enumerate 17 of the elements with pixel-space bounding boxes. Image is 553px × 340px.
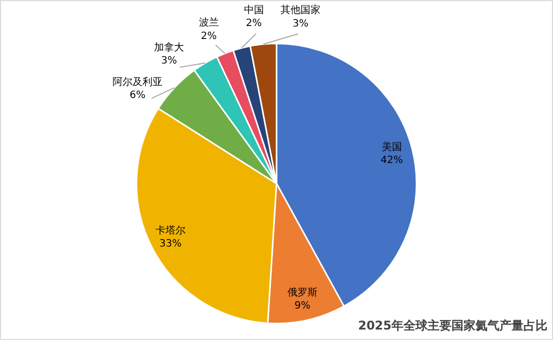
data-label: 2%	[200, 30, 217, 42]
slice-label: 中国	[244, 4, 264, 16]
slice-label: 卡塔尔	[155, 224, 186, 236]
data-label: 2%	[246, 18, 262, 30]
data-label: 3%	[292, 18, 309, 30]
data-label: 3%	[161, 55, 177, 66]
slice-label: 波兰	[198, 16, 219, 29]
slice-label: 美国	[382, 140, 402, 153]
text: 2025年全球主要国家氦气产量占比	[358, 318, 548, 332]
data-label: 9%	[294, 300, 310, 312]
data-label: 6%	[130, 90, 146, 102]
data-label: 33%	[159, 238, 182, 250]
slice-label: 阿尔及利亚	[112, 76, 163, 88]
slice-label: 其他国家	[280, 4, 321, 16]
slice-label: 俄罗斯	[287, 286, 318, 299]
slice-label: 加拿大	[154, 41, 184, 54]
data-label: 42%	[380, 155, 403, 166]
